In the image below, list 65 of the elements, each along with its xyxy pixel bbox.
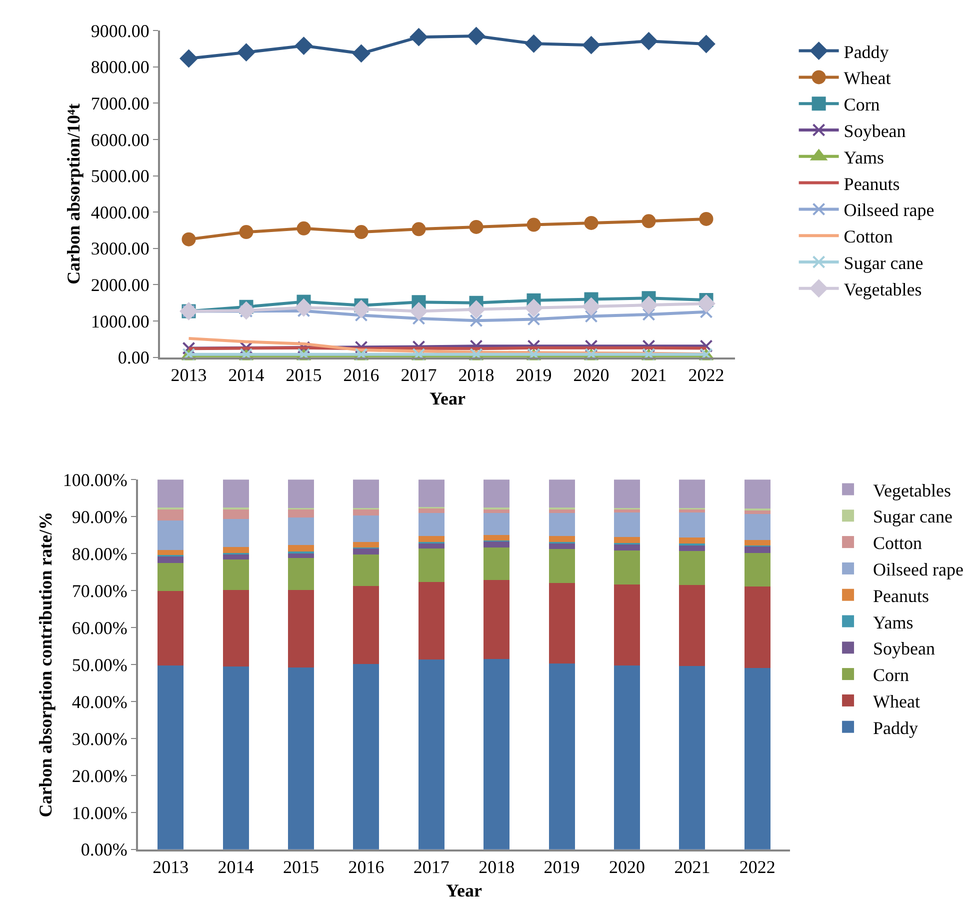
x-tick-label: 2013 [170,364,207,385]
legend-label: Oilseed rape [844,200,934,220]
legend-label: Yams [873,612,914,632]
legend-label: Yams [844,147,884,168]
y-tick-label: 10.00% [72,802,128,823]
x-tick-label: 2019 [516,364,552,385]
y-tick-label: 4000.00 [90,202,150,222]
legend-label: Peanuts [844,174,900,194]
y-tick-label: 40.00% [72,692,128,712]
y-tick-label: 1000.00 [90,311,150,332]
legend-label: Vegetables [844,279,922,300]
x-tick-label: 2021 [630,364,667,385]
legend-label: Wheat [844,68,891,88]
x-tick-label: 2014 [228,364,264,385]
x-tick-label: 2017 [413,857,450,878]
y-tick-label: 9000.00 [90,20,150,41]
legend-label: Sugar cane [873,506,953,527]
x-axis-title: Year [446,880,482,901]
legend-label: Peanuts [873,586,930,606]
legend-label: Cotton [873,533,922,554]
x-tick-label: 2022 [739,857,776,878]
x-tick-label: 2019 [544,857,580,878]
x-tick-label: 2018 [458,364,494,385]
y-tick-label: 0.00 [118,348,150,368]
legend-label: Vegetables [873,480,951,500]
legend-label: Cotton [844,226,893,247]
y-tick-label: 90.00% [72,506,128,527]
x-tick-label: 2020 [609,857,645,878]
y-tick-label: 6000.00 [90,130,150,150]
legend-label: Soybean [873,638,936,659]
legend-label: Soybean [844,121,906,142]
x-tick-label: 2013 [152,857,189,878]
y-tick-label: 0.00% [80,840,128,860]
x-tick-label: 2021 [674,857,710,878]
x-tick-label: 2017 [400,364,437,385]
y-tick-label: 8000.00 [90,57,150,78]
y-tick-label: 7000.00 [90,93,150,114]
x-tick-label: 2015 [283,857,319,878]
y-tick-label: 100.00% [62,470,128,490]
y-tick-label: 60.00% [72,618,128,638]
y-tick-label: 3000.00 [90,238,150,259]
legend-label: Wheat [873,691,920,712]
y-axis-title: Carbon absorption contribution rate/% [36,512,56,818]
y-tick-label: 30.00% [72,728,128,749]
x-tick-label: 2022 [688,364,724,385]
y-tick-label: 50.00% [72,654,128,675]
y-tick-label: 2000.00 [90,274,150,295]
x-tick-label: 2016 [348,857,384,878]
x-tick-label: 2018 [478,857,515,878]
y-tick-label: 80.00% [72,544,128,564]
legend-label: Sugar cane [844,253,924,274]
legend-label: Corn [873,665,910,686]
x-tick-label: 2020 [573,364,610,385]
legend-label: Paddy [873,718,918,738]
y-tick-label: 70.00% [72,580,128,601]
x-tick-label: 2014 [218,857,254,878]
legend-label: Oilseed rape [873,559,964,580]
x-tick-label: 2015 [286,364,322,385]
y-axis-title: Carbon absorption/10⁴t [64,103,84,284]
x-axis-title: Year [430,388,466,409]
legend-label: Paddy [844,42,889,62]
legend-label: Corn [844,94,880,115]
y-tick-label: 20.00% [72,766,128,786]
x-tick-label: 2016 [343,364,380,385]
y-tick-label: 5000.00 [90,166,150,186]
